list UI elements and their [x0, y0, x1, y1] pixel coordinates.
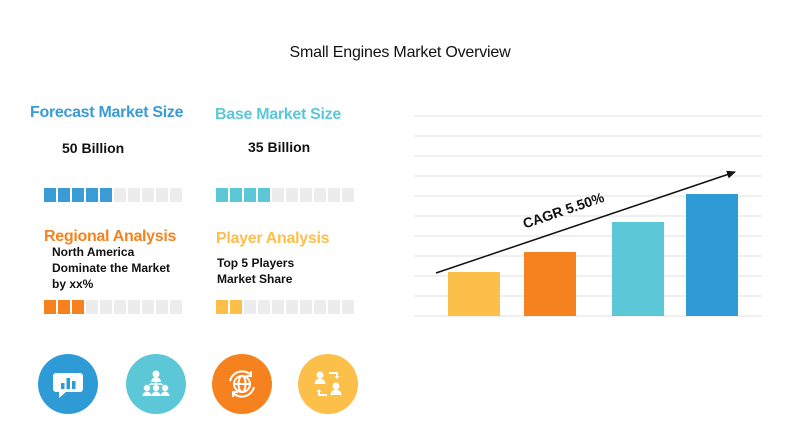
progress-segment — [58, 188, 70, 202]
player-heading: Player Analysis — [216, 230, 330, 247]
progress-segment — [44, 188, 56, 202]
bar-chart: CAGR 5.50% — [414, 115, 762, 317]
bar-1 — [448, 272, 500, 316]
progress-segment — [286, 188, 298, 202]
progress-segment — [230, 188, 242, 202]
progress-segment — [216, 188, 228, 202]
progress-segment — [170, 188, 182, 202]
progress-segment — [142, 300, 154, 314]
progress-segment — [86, 300, 98, 314]
progress-segment — [342, 188, 354, 202]
chat-chart-icon — [38, 354, 98, 414]
base-progress-bar — [216, 188, 354, 202]
bar-3 — [612, 222, 664, 316]
progress-segment — [156, 300, 168, 314]
progress-segment — [314, 300, 326, 314]
progress-segment — [216, 300, 228, 314]
people-exchange-icon — [298, 354, 358, 414]
regional-heading: Regional Analysis — [44, 228, 177, 245]
forecast-heading: Forecast Market Size — [30, 104, 184, 121]
base-value: 35 Billion — [248, 139, 311, 155]
bar-4 — [686, 194, 738, 316]
player-line-1: Top 5 Players — [217, 256, 295, 270]
progress-segment — [244, 188, 256, 202]
chart-bars — [448, 194, 738, 316]
progress-segment — [258, 188, 270, 202]
progress-segment — [86, 188, 98, 202]
progress-segment — [128, 188, 140, 202]
progress-segment — [230, 300, 242, 314]
progress-segment — [44, 300, 56, 314]
progress-segment — [328, 188, 340, 202]
regional-progress-bar — [44, 300, 182, 314]
progress-segment — [272, 188, 284, 202]
progress-segment — [128, 300, 140, 314]
player-text: Top 5 Players Market Share — [217, 255, 294, 287]
progress-segment — [100, 300, 112, 314]
regional-line-3: by xx% — [52, 277, 94, 291]
progress-segment — [170, 300, 182, 314]
player-line-2: Market Share — [217, 272, 293, 286]
cagr-arrow — [435, 170, 736, 274]
progress-segment — [342, 300, 354, 314]
page-title: Small Engines Market Overview — [289, 44, 511, 61]
progress-segment — [300, 188, 312, 202]
regional-line-1: North America — [52, 245, 135, 259]
cagr-label: CAGR 5.50% — [521, 189, 607, 232]
base-heading: Base Market Size — [215, 106, 341, 123]
progress-segment — [100, 188, 112, 202]
progress-segment — [114, 188, 126, 202]
progress-segment — [244, 300, 256, 314]
bar-2 — [524, 252, 576, 316]
progress-segment — [72, 300, 84, 314]
player-progress-bar — [216, 300, 354, 314]
regional-line-2: Dominate the Market — [52, 261, 171, 275]
progress-segment — [272, 300, 284, 314]
progress-segment — [300, 300, 312, 314]
progress-segment — [142, 188, 154, 202]
regional-text: North America Dominate the Market by xx% — [52, 244, 170, 292]
progress-segment — [114, 300, 126, 314]
globe-refresh-icon — [212, 354, 272, 414]
progress-segment — [156, 188, 168, 202]
progress-segment — [328, 300, 340, 314]
forecast-progress-bar — [44, 188, 182, 202]
progress-segment — [286, 300, 298, 314]
forecast-value: 50 Billion — [62, 140, 125, 156]
progress-segment — [258, 300, 270, 314]
progress-segment — [58, 300, 70, 314]
progress-segment — [314, 188, 326, 202]
network-people-icon — [126, 354, 186, 414]
progress-segment — [72, 188, 84, 202]
